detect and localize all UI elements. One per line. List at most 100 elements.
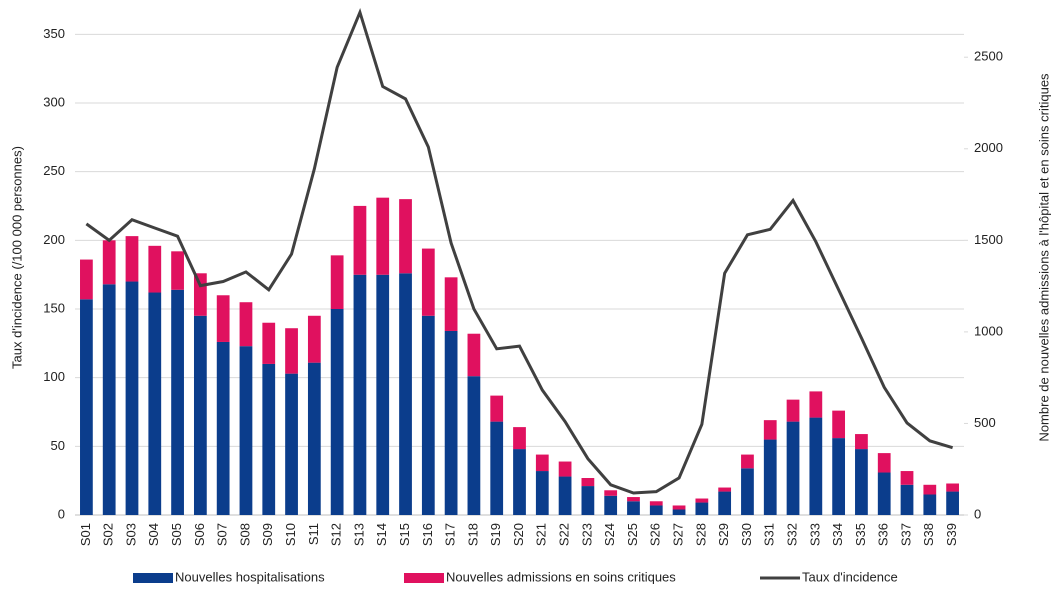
bar [535,454,549,472]
bar [148,292,162,515]
bar [695,502,709,515]
y-tick-label: 0 [58,506,65,521]
bar [672,509,686,515]
bar [627,497,640,502]
x-tick-label: S05 [169,523,184,546]
bar [604,495,618,515]
bar [581,478,595,487]
x-tick-label: S20 [511,523,526,546]
bar [809,417,823,515]
bar [193,273,207,316]
bar [627,501,640,515]
bar [80,299,93,515]
bar [421,248,435,316]
bar [262,363,276,515]
x-tick-label: S23 [579,523,594,546]
legend-label: Taux d'incidence [802,569,898,584]
bar [239,302,253,347]
bar [102,284,116,515]
x-tick-label: S08 [237,523,252,546]
y-tick-label: 150 [43,300,65,315]
x-tick-label: S21 [534,523,549,546]
y-tick-label: 200 [43,232,65,247]
x-tick-label: S11 [306,523,321,545]
bar [239,346,253,515]
x-tick-label: S36 [876,523,891,546]
x-tick-label: S22 [557,523,572,546]
x-tick-label: S04 [146,523,161,546]
x-tick-label: S39 [944,523,959,546]
bar [900,471,914,485]
x-tick-label: S10 [283,523,298,546]
y-tick-label: 300 [43,94,65,109]
bar [125,236,139,282]
bar [877,453,891,473]
x-tick-label: S28 [693,523,708,546]
bar [102,240,116,285]
bar [148,245,162,293]
bar [718,491,732,515]
bar [171,289,184,515]
y2-tick-label: 1500 [974,232,1003,247]
bar [80,259,93,300]
bar [216,295,230,342]
legend-label: Nouvelles admissions en soins critiques [446,569,676,584]
bar [763,439,777,515]
bar [786,399,800,422]
y-tick-label: 50 [51,438,65,453]
bar [649,501,663,506]
x-tick-label: S13 [351,523,366,546]
bar [171,251,184,290]
x-tick-label: S06 [192,523,207,546]
bar [376,274,390,515]
bar [581,486,595,515]
bar [855,449,868,515]
bar [307,362,321,515]
bar [558,461,572,477]
bar [216,341,230,515]
bar [535,471,549,515]
bar [923,484,937,495]
x-tick-label: S29 [716,523,731,546]
x-tick-label: S09 [260,523,275,546]
y2-tick-label: 0 [974,506,981,521]
bar [900,484,914,515]
legend-swatch [133,573,173,583]
x-tick-label: S25 [625,523,640,546]
x-tick-label: S24 [602,523,617,546]
bar [855,434,868,450]
bar [786,421,800,515]
x-tick-label: S02 [101,523,116,546]
y2-tick-label: 2500 [974,49,1003,64]
y2-tick-label: 2000 [974,140,1003,155]
line [85,7,954,495]
y2-axis-title: Nombre de nouvelles admissions à l'hôpit… [1036,73,1051,442]
x-tick-label: S32 [784,523,799,546]
x-tick-label: S14 [374,523,389,546]
bar [604,490,618,496]
bar [695,498,709,503]
bar [193,315,207,515]
y-tick-label: 350 [43,26,65,41]
x-tick-label: S37 [898,523,913,546]
bar [809,391,823,418]
bar [376,197,390,275]
y-tick-label: 100 [43,369,65,384]
x-tick-label: S12 [329,523,344,546]
bar [490,395,504,422]
x-tick-label: S01 [78,523,93,546]
bar [262,322,276,364]
x-tick-label: S31 [762,523,777,546]
bar [718,487,732,492]
bar [285,373,298,515]
bar [558,476,572,515]
x-tick-label: S35 [853,523,868,546]
bar [741,454,754,469]
x-tick-label: S16 [420,523,435,546]
bar [399,199,412,274]
bar [513,427,526,450]
bar [649,505,663,515]
y-tick-label: 250 [43,163,65,178]
bar [353,274,367,515]
